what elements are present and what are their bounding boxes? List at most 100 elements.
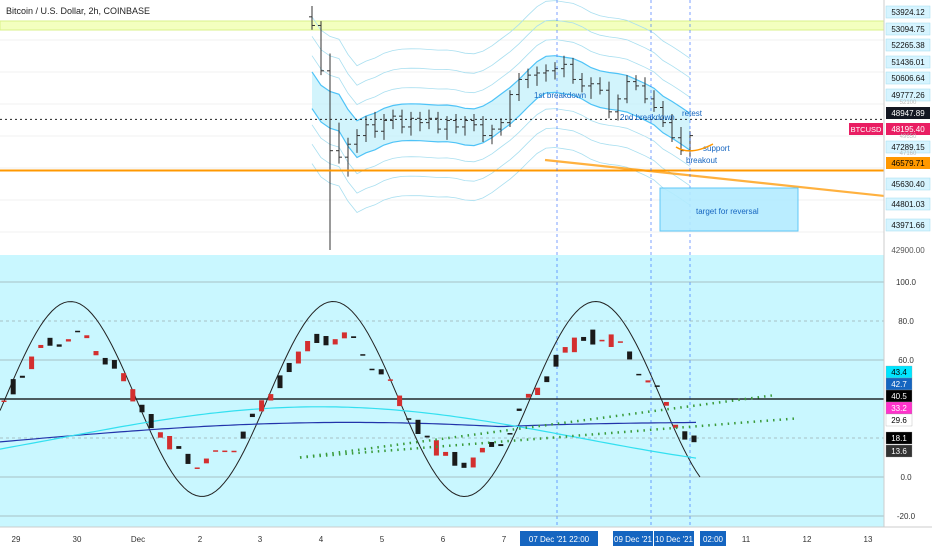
outer-band-line xyxy=(311,147,691,214)
osc-candle xyxy=(571,337,577,353)
time-highlight-label: 07 Dec '21 22:00 xyxy=(529,535,590,544)
osc-value-tag-label: 42.7 xyxy=(891,380,907,389)
osc-candle xyxy=(415,419,421,434)
osc-candle xyxy=(203,458,209,464)
time-axis-label: 3 xyxy=(258,535,263,544)
time-axis-bg xyxy=(0,527,932,550)
time-axis-label: 12 xyxy=(803,535,812,544)
osc-slow-line xyxy=(0,421,697,443)
osc-candle xyxy=(213,450,219,452)
osc-candle xyxy=(341,332,347,339)
support-label: support xyxy=(703,144,730,153)
osc-candle xyxy=(139,404,145,413)
osc-candle xyxy=(599,339,605,342)
osc-candle xyxy=(102,357,108,365)
osc-candle xyxy=(286,362,292,373)
osc-candle xyxy=(406,418,412,420)
osc-candle xyxy=(627,351,633,360)
outer-band-line xyxy=(311,127,691,194)
price-level-tag xyxy=(885,71,931,85)
price-axis-label: 53924.12 xyxy=(891,8,925,17)
orange-level-tag-label: 46579.71 xyxy=(891,159,925,168)
time-axis-label: 5 xyxy=(380,535,385,544)
symbol-price-tag-label: 48195.40 xyxy=(891,125,925,134)
breakout-label: breakout xyxy=(686,156,718,165)
osc-candle xyxy=(663,401,669,406)
target-label: target for reversal xyxy=(696,207,759,216)
symbol-price-tag xyxy=(886,123,930,135)
candles xyxy=(309,6,693,250)
time-highlight-tag xyxy=(613,531,653,546)
osc-value-tag-label: 40.5 xyxy=(891,392,907,401)
target-zone xyxy=(659,187,799,232)
time-highlight-tag xyxy=(520,531,598,546)
osc-candle xyxy=(562,347,568,353)
osc-value-tag-label: 43.4 xyxy=(891,368,907,377)
osc-candle xyxy=(167,435,173,450)
osc-candle xyxy=(636,373,642,376)
osc-candle xyxy=(507,433,513,435)
osc-cyan-line xyxy=(0,406,697,459)
time-highlight-tag xyxy=(700,531,726,546)
symbol-tag xyxy=(849,123,883,135)
time-axis-label: Dec xyxy=(131,535,145,544)
osc-candle xyxy=(369,368,375,371)
current-price-tag-label: 48947.89 xyxy=(891,109,925,118)
osc-candle xyxy=(194,467,200,469)
osc-candle xyxy=(691,435,697,443)
price-axis-label: 42900.00 xyxy=(891,246,925,255)
osc-candle xyxy=(295,351,301,364)
osc-candle xyxy=(360,354,366,356)
time-axis-label: 4 xyxy=(319,535,324,544)
oscillator xyxy=(0,281,884,517)
osc-candle xyxy=(378,369,384,375)
osc-candle xyxy=(121,373,127,382)
osc-candle xyxy=(176,446,182,449)
second-breakdown-label: 2nd breakdown xyxy=(620,113,675,122)
osc-candle xyxy=(305,341,311,352)
osc-candle xyxy=(148,413,154,429)
osc-value-tag-label: 29.6 xyxy=(891,416,907,425)
faint-price-label: 49650 xyxy=(900,134,917,140)
osc-candle xyxy=(29,356,35,370)
osc-candle xyxy=(75,330,81,333)
osc-candle xyxy=(590,329,596,345)
osc-candle xyxy=(479,447,485,453)
osc-candle xyxy=(397,395,403,407)
price-axis-label: 47289.15 xyxy=(891,143,925,152)
osc-candle xyxy=(682,431,688,440)
osc-candle xyxy=(65,339,71,342)
osc-candle xyxy=(544,376,550,383)
osc-candle xyxy=(535,387,541,396)
osc-candle xyxy=(84,335,90,339)
resistance-zone xyxy=(0,20,885,31)
price-axis-label: 51436.01 xyxy=(891,58,925,67)
osc-lower-trendline xyxy=(299,417,796,459)
osc-candle xyxy=(1,400,7,402)
current-price-tag xyxy=(886,107,930,119)
faint-price-label: 52100 xyxy=(900,100,917,106)
osc-candle xyxy=(231,450,237,453)
osc-candle xyxy=(387,379,393,381)
orange-trendline xyxy=(544,158,932,203)
support-arc xyxy=(675,143,714,152)
osc-value-tag-label: 18.1 xyxy=(891,434,907,443)
osc-candle xyxy=(249,413,255,418)
time-axis-label: 13 xyxy=(864,535,873,544)
price-axis-label: 45630.40 xyxy=(891,180,925,189)
osc-axis-label: -20.0 xyxy=(897,512,916,521)
oscillator-background xyxy=(0,255,884,527)
osc-candle xyxy=(38,344,44,348)
retest-label: retest xyxy=(682,109,703,118)
osc-candle xyxy=(470,457,476,468)
outer-bands xyxy=(311,0,691,214)
price-level-tag xyxy=(885,5,931,19)
osc-candle xyxy=(259,400,265,412)
osc-candle xyxy=(185,453,191,464)
osc-candle xyxy=(157,432,163,438)
osc-candle xyxy=(673,424,679,428)
price-axis-label: 49777.26 xyxy=(891,91,925,100)
symbol-tag-label: BTCUSD xyxy=(851,125,882,134)
first-breakdown-label: 1st breakdown xyxy=(534,91,586,100)
